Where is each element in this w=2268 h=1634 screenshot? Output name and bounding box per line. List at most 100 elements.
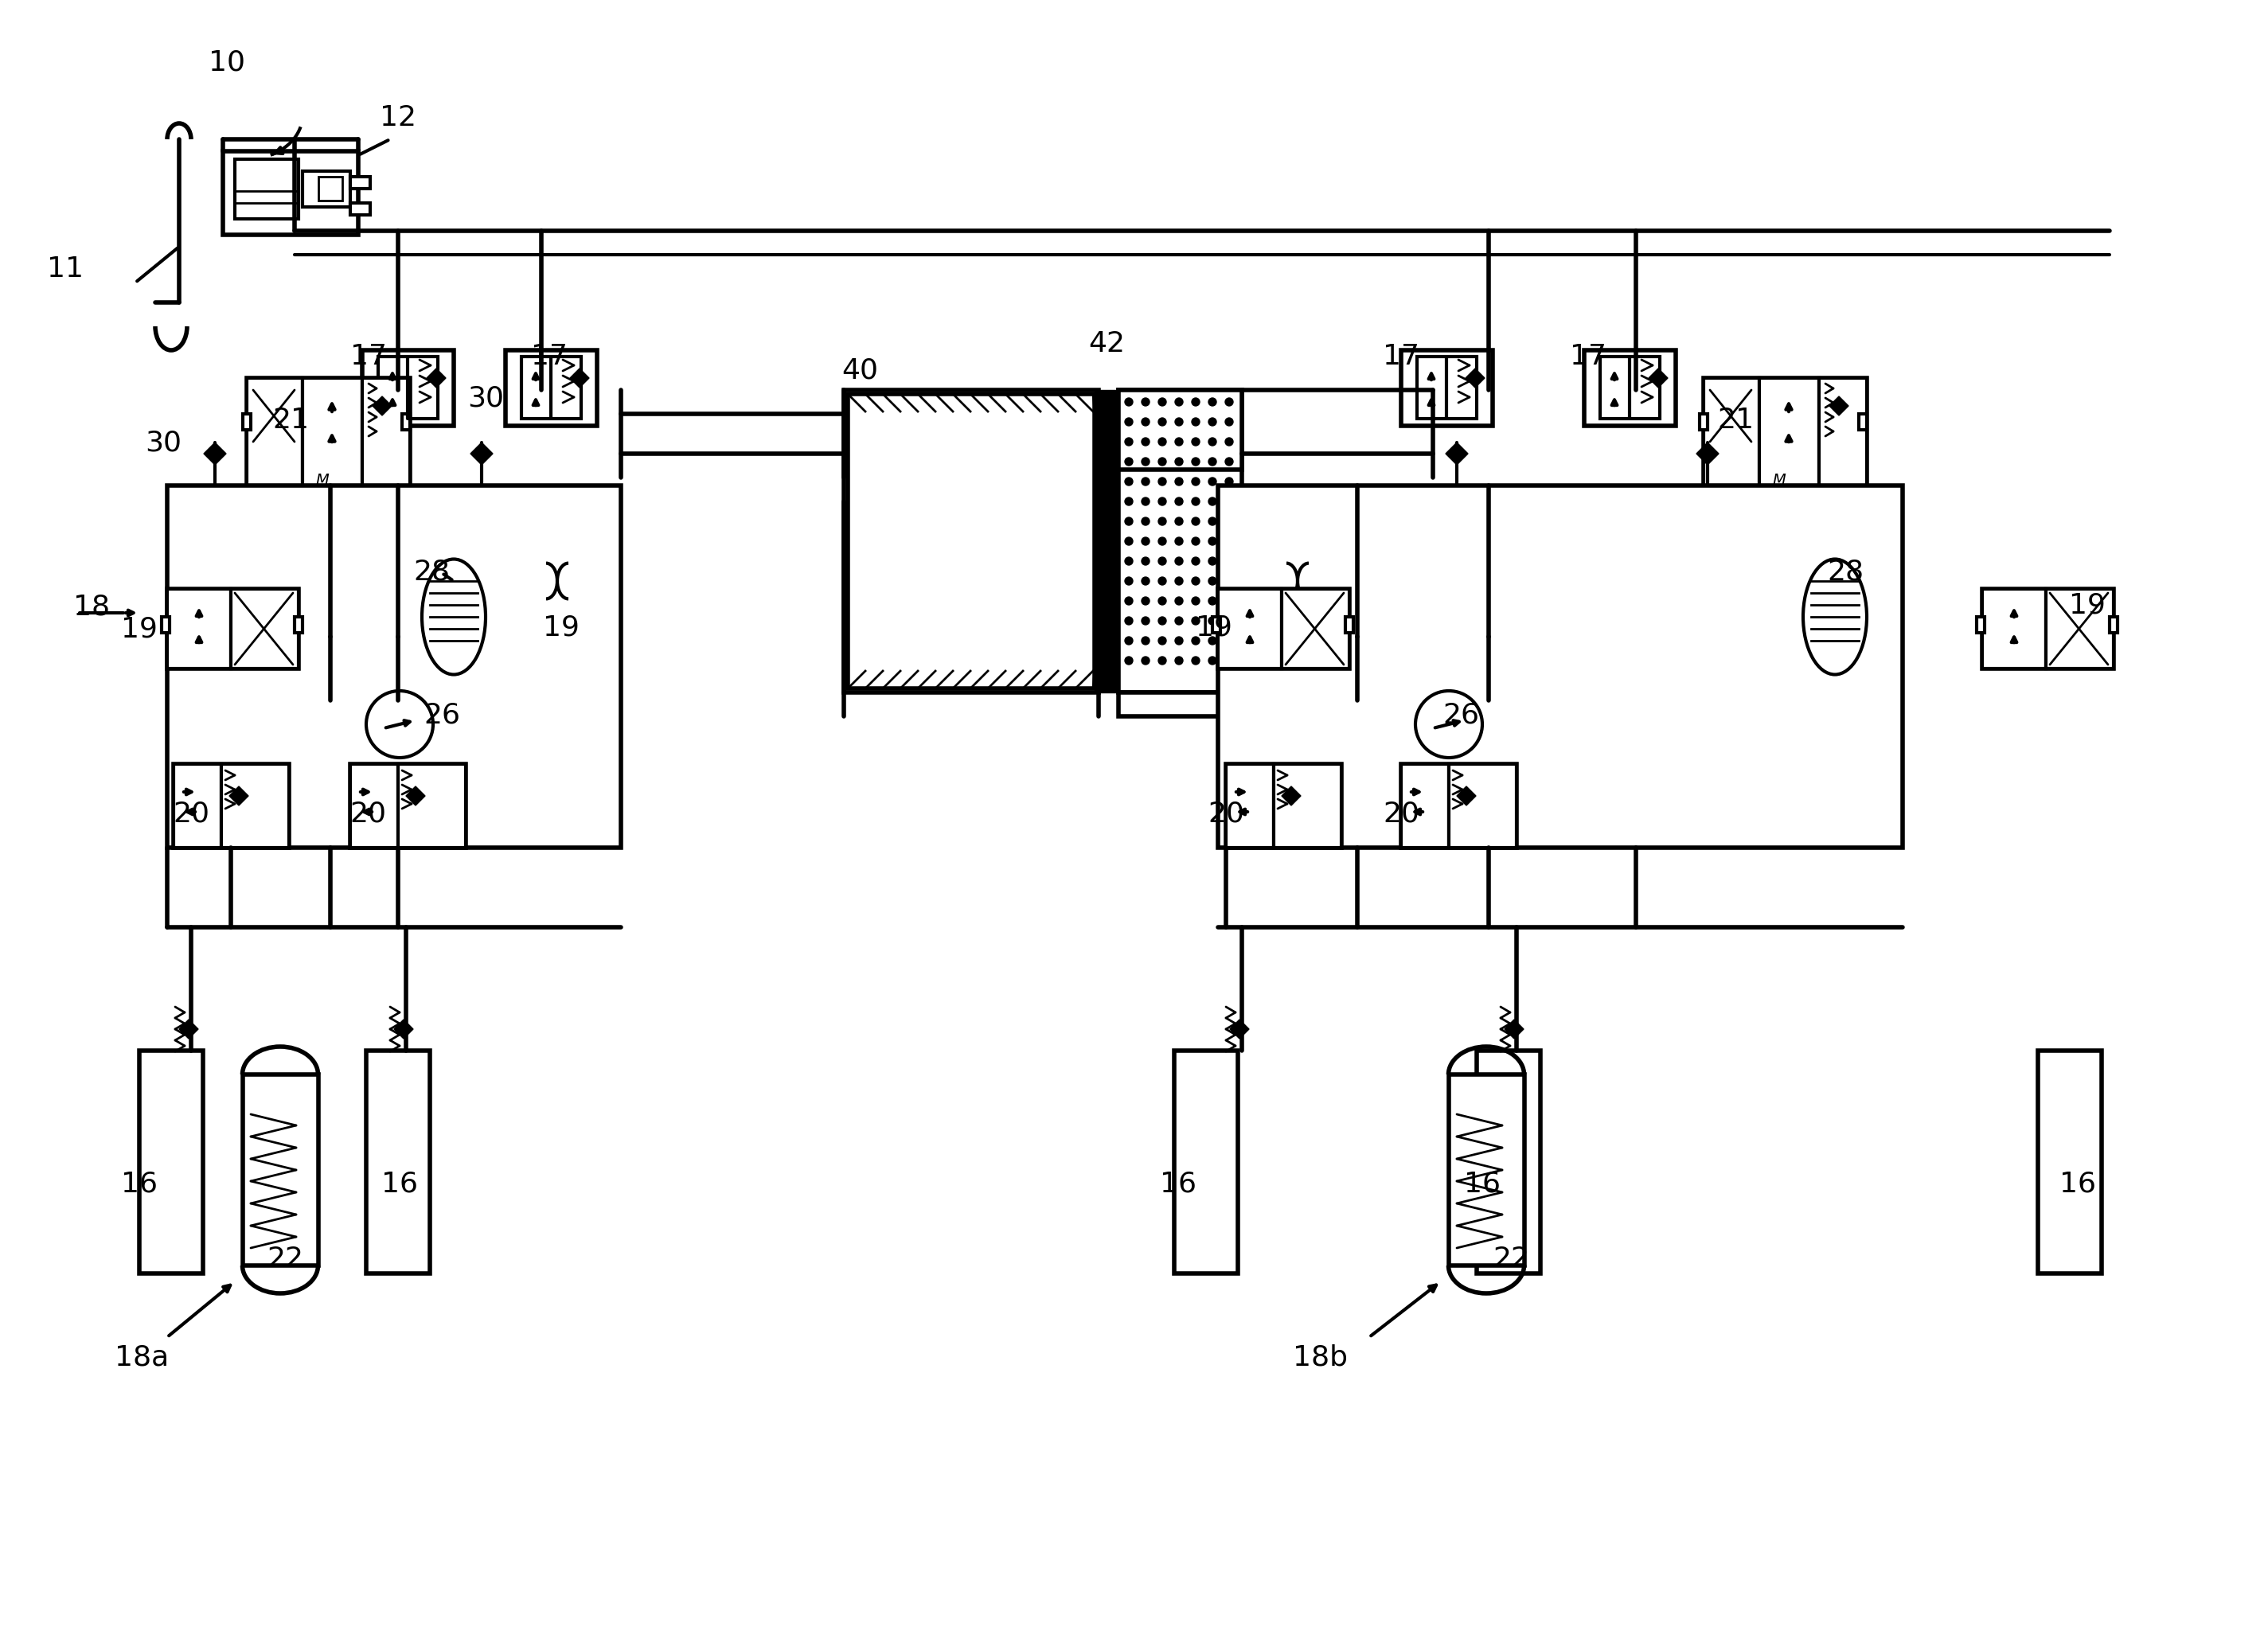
Bar bbox=[1213, 616, 1220, 632]
Text: 11: 11 bbox=[48, 255, 84, 283]
Circle shape bbox=[1159, 518, 1166, 525]
Circle shape bbox=[1191, 557, 1200, 565]
Circle shape bbox=[1159, 477, 1166, 485]
Text: 21: 21 bbox=[272, 407, 308, 433]
Text: 17: 17 bbox=[1569, 343, 1606, 369]
Bar bbox=[161, 616, 170, 632]
Circle shape bbox=[1125, 596, 1132, 605]
Circle shape bbox=[1159, 557, 1166, 565]
Bar bbox=[1118, 693, 1243, 716]
Bar bbox=[349, 765, 465, 848]
Bar bbox=[1218, 485, 1903, 848]
Bar bbox=[1275, 765, 1340, 848]
Bar bbox=[168, 485, 621, 848]
Circle shape bbox=[1191, 577, 1200, 585]
Bar bbox=[2046, 588, 2114, 668]
Circle shape bbox=[1191, 657, 1200, 665]
Text: 19: 19 bbox=[542, 614, 581, 641]
Circle shape bbox=[1225, 557, 1234, 565]
Circle shape bbox=[1191, 458, 1200, 466]
Circle shape bbox=[1209, 518, 1216, 525]
Bar bbox=[1819, 377, 1867, 485]
Circle shape bbox=[1125, 438, 1132, 446]
Bar bbox=[349, 203, 370, 216]
Circle shape bbox=[1141, 596, 1150, 605]
Circle shape bbox=[1191, 477, 1200, 485]
Bar bbox=[363, 350, 454, 426]
Bar bbox=[1982, 588, 2046, 668]
Polygon shape bbox=[1445, 443, 1467, 464]
Polygon shape bbox=[229, 786, 249, 806]
Bar bbox=[1449, 765, 1517, 848]
Bar bbox=[302, 172, 349, 208]
Circle shape bbox=[1141, 518, 1150, 525]
Bar bbox=[222, 765, 288, 848]
Bar bbox=[1860, 413, 1867, 430]
Text: 20: 20 bbox=[349, 801, 386, 827]
Circle shape bbox=[1159, 596, 1166, 605]
Bar bbox=[231, 588, 299, 668]
Text: 26: 26 bbox=[424, 701, 460, 729]
Circle shape bbox=[1141, 418, 1150, 426]
Circle shape bbox=[1141, 557, 1150, 565]
Bar bbox=[1402, 765, 1517, 848]
Circle shape bbox=[1125, 577, 1132, 585]
Bar bbox=[1345, 616, 1354, 632]
Circle shape bbox=[1125, 637, 1132, 645]
Polygon shape bbox=[1456, 786, 1476, 806]
Text: 17: 17 bbox=[1383, 343, 1420, 369]
Circle shape bbox=[1209, 438, 1216, 446]
Bar bbox=[236, 158, 299, 219]
Text: 42: 42 bbox=[1089, 330, 1125, 358]
Circle shape bbox=[1141, 577, 1150, 585]
Bar bbox=[2109, 616, 2118, 632]
Circle shape bbox=[1191, 399, 1200, 405]
Circle shape bbox=[1209, 637, 1216, 645]
Bar bbox=[349, 176, 370, 188]
Bar bbox=[1583, 350, 1676, 426]
Circle shape bbox=[1159, 637, 1166, 645]
Circle shape bbox=[1141, 497, 1150, 505]
Text: 30: 30 bbox=[145, 430, 181, 456]
Circle shape bbox=[1159, 399, 1166, 405]
Circle shape bbox=[1159, 418, 1166, 426]
Text: 12: 12 bbox=[379, 105, 417, 131]
Polygon shape bbox=[426, 369, 447, 387]
Polygon shape bbox=[406, 786, 424, 806]
Text: 40: 40 bbox=[841, 356, 878, 384]
Polygon shape bbox=[569, 369, 590, 387]
Circle shape bbox=[1225, 497, 1234, 505]
Bar bbox=[522, 356, 581, 418]
Text: 18a: 18a bbox=[116, 1343, 168, 1371]
Circle shape bbox=[1175, 596, 1184, 605]
Circle shape bbox=[1141, 538, 1150, 546]
Circle shape bbox=[1191, 518, 1200, 525]
Circle shape bbox=[1191, 438, 1200, 446]
Bar bbox=[1476, 1051, 1540, 1273]
Circle shape bbox=[1225, 399, 1234, 405]
Circle shape bbox=[1125, 557, 1132, 565]
Bar bbox=[1703, 377, 1760, 485]
Text: 18: 18 bbox=[73, 593, 109, 619]
Bar bbox=[1402, 350, 1492, 426]
Circle shape bbox=[1159, 657, 1166, 665]
Circle shape bbox=[1225, 477, 1234, 485]
Polygon shape bbox=[204, 443, 227, 464]
Circle shape bbox=[1125, 538, 1132, 546]
Circle shape bbox=[1225, 657, 1234, 665]
Polygon shape bbox=[179, 1020, 197, 1039]
Circle shape bbox=[1209, 538, 1216, 546]
Circle shape bbox=[1159, 538, 1166, 546]
Circle shape bbox=[1175, 577, 1184, 585]
Text: 21: 21 bbox=[1717, 407, 1753, 433]
Bar bbox=[318, 176, 342, 201]
Text: 30: 30 bbox=[467, 384, 503, 412]
Bar bbox=[168, 588, 231, 668]
Bar bbox=[844, 391, 1098, 693]
Circle shape bbox=[1191, 538, 1200, 546]
Bar bbox=[399, 765, 465, 848]
Bar bbox=[302, 377, 363, 485]
Circle shape bbox=[1209, 399, 1216, 405]
Polygon shape bbox=[1281, 786, 1302, 806]
Text: 17: 17 bbox=[531, 343, 567, 369]
